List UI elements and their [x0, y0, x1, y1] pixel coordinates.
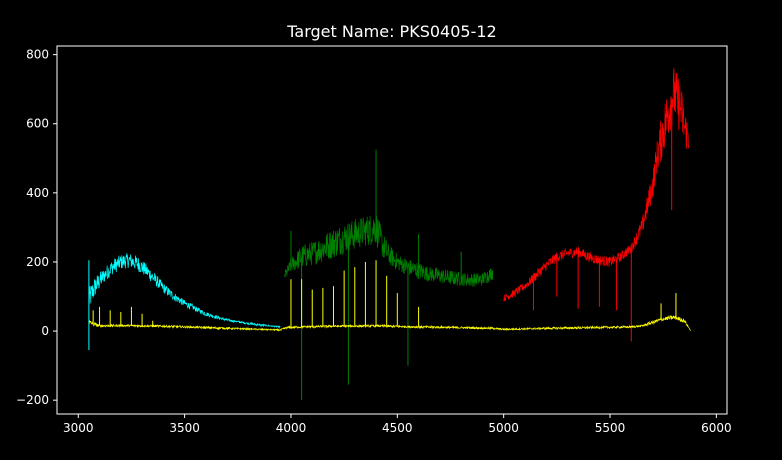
y-tick-label: 200	[26, 255, 49, 269]
y-tick-label: 800	[26, 48, 49, 62]
x-tick-label: 6000	[701, 421, 732, 435]
y-tick-label: −200	[16, 393, 49, 407]
y-tick-label: 600	[26, 117, 49, 131]
x-tick-label: 5500	[595, 421, 626, 435]
series-2-line	[503, 68, 690, 302]
x-tick-label: 4000	[276, 421, 307, 435]
y-axis: −200 0 200 400 600 800	[16, 48, 57, 407]
series-0-line	[88, 253, 281, 329]
y-tick-label: 0	[41, 324, 49, 338]
x-tick-label: 4500	[382, 421, 413, 435]
x-tick-label: 5000	[488, 421, 519, 435]
x-tick-label: 3000	[63, 421, 94, 435]
y-tick-label: 400	[26, 186, 49, 200]
series-2	[503, 68, 690, 342]
chart-title: Target Name: PKS0405-12	[286, 22, 496, 41]
plot-frame	[56, 45, 728, 415]
series-3-line	[88, 314, 691, 332]
series-3	[88, 260, 691, 332]
x-axis: 3000 3500 4000 4500 5000 5500 6000	[63, 414, 732, 435]
series-0	[88, 253, 281, 351]
series-1-line	[284, 215, 494, 287]
series-layer	[88, 68, 691, 401]
x-tick-label: 3500	[169, 421, 200, 435]
plot-area	[88, 68, 691, 401]
